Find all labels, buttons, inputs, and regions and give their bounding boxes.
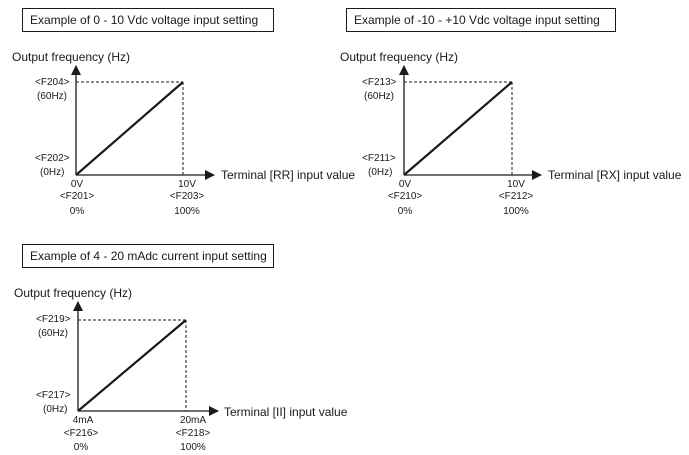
panel-3-y-axis-label: Output frequency (Hz): [14, 286, 132, 300]
panel-1-y-top-param: <F204>: [35, 77, 70, 88]
panel-2-y-bottom-param: <F211>: [362, 153, 396, 164]
panel-3-y-top-value: (60Hz): [38, 328, 68, 339]
panel-3-x-right-param: <F218>: [176, 428, 211, 439]
panel-2-y-axis-label: Output frequency (Hz): [340, 50, 458, 64]
panel-2-y-top-param: <F213>: [362, 77, 397, 88]
panel-3-characteristic-line: [77, 319, 187, 412]
panel-2-title: Example of -10 - +10 Vdc voltage input s…: [346, 8, 616, 32]
panel-2-characteristic-line: [403, 81, 513, 176]
panel-1-x-right-value: 10V: [178, 179, 196, 190]
panel-1-y-bottom-value: (0Hz): [40, 167, 64, 178]
panel-2-y-top-value: (60Hz): [364, 91, 394, 102]
panel-3-x-axis-label: Terminal [II] input value: [224, 405, 348, 419]
panel-2-x-right-pct: 100%: [503, 206, 529, 217]
panel-3-y-top-param: <F219>: [36, 314, 71, 325]
panel-1-x-axis-label: Terminal [RR] input value: [221, 168, 355, 182]
panel-1-x-left-pct: 0%: [70, 206, 85, 217]
panel-1-y-top-value: (60Hz): [37, 91, 67, 102]
panel-3-x-right-value: 20mA: [180, 415, 206, 426]
panel-1-x-right-param: <F203>: [170, 191, 205, 202]
panel-2-x-left-value: 0V: [399, 179, 412, 190]
panel-1-graph: Output frequency (Hz) <F204> (60Hz) <F20…: [12, 50, 355, 217]
panel-3-x-left-value: 4mA: [73, 415, 94, 426]
panel-2-x-right-param: <F212>: [499, 191, 534, 202]
panel-3-x-right-pct: 100%: [180, 442, 206, 453]
panel-1-y-bottom-param: <F202>: [35, 153, 70, 164]
panel-3-x-left-pct: 0%: [74, 442, 89, 453]
panel-3-x-left-param: <F216>: [64, 428, 99, 439]
panel-1-characteristic-line: [75, 81, 184, 176]
panel-3-title: Example of 4 - 20 mAdc current input set…: [22, 244, 274, 268]
panel-3-y-bottom-param: <F217>: [36, 390, 71, 401]
panel-1-x-left-param: <F201>: [60, 191, 95, 202]
panel-1-y-axis-label: Output frequency (Hz): [12, 50, 130, 64]
panel-3-graph: Output frequency (Hz) <F219> (60Hz) <F21…: [14, 286, 348, 453]
panel-1-x-left-value: 0V: [71, 179, 84, 190]
panel-2-y-bottom-value: (0Hz): [368, 167, 392, 178]
panel-1-title: Example of 0 - 10 Vdc voltage input sett…: [22, 8, 274, 32]
panel-1-x-right-pct: 100%: [174, 206, 200, 217]
panel-3-y-bottom-value: (0Hz): [43, 404, 67, 415]
panel-2-x-left-pct: 0%: [398, 206, 413, 217]
panel-2-x-left-param: <F210>: [388, 191, 423, 202]
panel-2-graph: Output frequency (Hz) <F213> (60Hz) <F21…: [340, 50, 682, 217]
panel-2-x-axis-label: Terminal [RX] input value: [548, 168, 682, 182]
panel-2-x-right-value: 10V: [507, 179, 525, 190]
